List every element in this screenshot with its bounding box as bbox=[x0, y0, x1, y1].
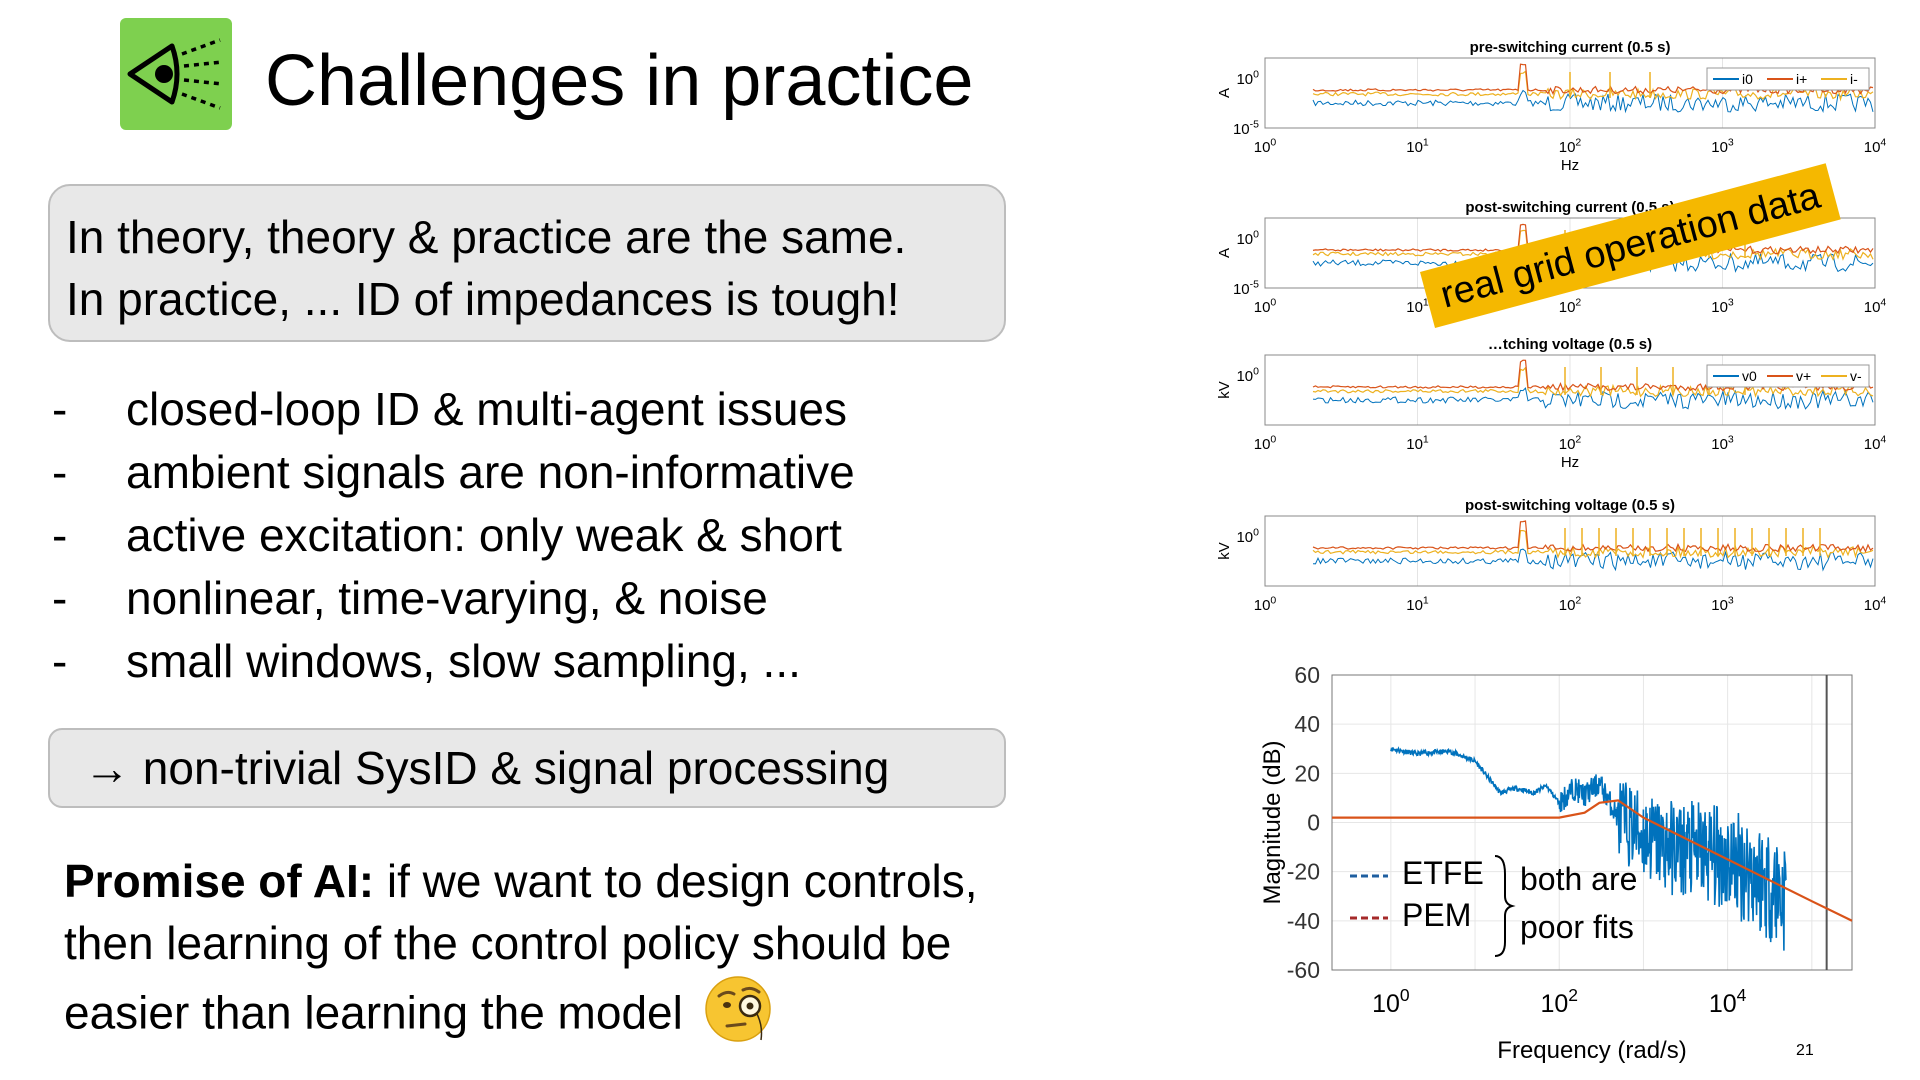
x-tick-label: 102 bbox=[1559, 433, 1582, 453]
legend-note: poor fits bbox=[1520, 909, 1634, 945]
legend-label: ETFE bbox=[1402, 855, 1484, 891]
x-tick-label: 101 bbox=[1406, 594, 1429, 614]
x-tick-label: 100 bbox=[1254, 296, 1277, 316]
x-tick-label: 104 bbox=[1864, 433, 1887, 453]
spectrum-line bbox=[1312, 520, 1874, 553]
face-with-monocle-icon bbox=[703, 974, 773, 1059]
list-item: - active excitation: only weak & short bbox=[52, 509, 842, 561]
quote-box: In theory, theory & practice are the sam… bbox=[48, 184, 1006, 342]
quote-line-1: In theory, theory & practice are the sam… bbox=[66, 211, 907, 263]
challenge-list: - closed-loop ID & multi-agent issues - am… bbox=[52, 378, 855, 693]
legend-label: v- bbox=[1850, 368, 1862, 384]
x-tick-label: 100 bbox=[1254, 433, 1277, 453]
legend-label: i- bbox=[1850, 71, 1858, 87]
x-tick-label: 104 bbox=[1864, 136, 1887, 156]
spectrum-line bbox=[1312, 359, 1874, 392]
x-tick-label: 103 bbox=[1711, 136, 1734, 156]
y-tick-label: 0 bbox=[1307, 810, 1320, 836]
x-tick-label: 104 bbox=[1864, 296, 1887, 316]
chart-frame bbox=[1331, 674, 1853, 971]
y-tick-label: 100 bbox=[1236, 68, 1259, 88]
promise-bold: Promise of AI: bbox=[64, 855, 375, 907]
magnitude-chart: 60 40 20 0 -20 -40 -60 100 102 104 Magnitude (dB) F… bbox=[1259, 662, 1853, 1064]
x-tick-label: 103 bbox=[1711, 594, 1734, 614]
panel-title: post-switching voltage (0.5 s) bbox=[1465, 497, 1675, 514]
x-tick-label: 104 bbox=[1709, 985, 1747, 1018]
spectrum-line bbox=[1312, 530, 1874, 559]
x-tick-label: 101 bbox=[1406, 433, 1429, 453]
panel-frame bbox=[1264, 57, 1876, 129]
x-tick-label: 102 bbox=[1540, 985, 1578, 1018]
x-tick-label: 104 bbox=[1864, 594, 1887, 614]
spectrum-line bbox=[1312, 70, 1874, 102]
panel-title: post-switching current (0.5 s) bbox=[1465, 199, 1674, 216]
legend-label: v0 bbox=[1742, 368, 1757, 384]
panel-xlabel: Hz bbox=[1561, 454, 1579, 471]
legend-label: i+ bbox=[1796, 71, 1807, 87]
x-axis-label: Frequency (rad/s) bbox=[1497, 1037, 1686, 1064]
list-item: - nonlinear, time-varying, & noise bbox=[52, 572, 768, 624]
spectrum-line bbox=[1312, 387, 1874, 410]
y-tick-label: 60 bbox=[1294, 662, 1320, 688]
panel-xlabel: Hz bbox=[1561, 157, 1579, 174]
eye-with-signal-icon bbox=[127, 38, 223, 110]
conclusion-text: → non-trivial SysID & signal processing bbox=[84, 742, 890, 794]
y-tick-label: 100 bbox=[1236, 365, 1259, 385]
panel-ylabel: kV bbox=[1216, 542, 1233, 560]
legend-label: PEM bbox=[1402, 897, 1471, 933]
list-item: - ambient signals are non-informative bbox=[52, 446, 855, 498]
x-tick-label: 101 bbox=[1406, 296, 1429, 316]
panel-ylabel: A bbox=[1216, 248, 1233, 258]
logo bbox=[120, 18, 232, 130]
y-tick-label: -40 bbox=[1287, 908, 1320, 934]
x-tick-label: 103 bbox=[1711, 296, 1734, 316]
y-tick-label: 10-5 bbox=[1233, 118, 1259, 138]
pem-line bbox=[1332, 799, 1853, 922]
x-tick-label: 102 bbox=[1559, 296, 1582, 316]
page-number: 21 bbox=[1796, 1042, 1814, 1059]
list-item: - closed-loop ID & multi-agent issues bbox=[52, 383, 847, 435]
spectrum-panel: pre-switching current (0.5 s)A10010-5100… bbox=[1216, 39, 1886, 174]
list-item: - small windows, slow sampling, ... bbox=[52, 635, 801, 687]
legend-label: i0 bbox=[1742, 71, 1753, 87]
y-tick-label: 20 bbox=[1294, 760, 1320, 786]
y-tick-label: 100 bbox=[1236, 228, 1259, 248]
legend-brace bbox=[1494, 855, 1516, 957]
x-tick-label: 102 bbox=[1559, 594, 1582, 614]
etfe-line bbox=[1390, 746, 1787, 951]
x-tick-label: 102 bbox=[1559, 136, 1582, 156]
quote-line-2: In practice, ... ID of impedances is tou… bbox=[66, 273, 900, 325]
panel-title: pre-switching current (0.5 s) bbox=[1470, 39, 1671, 56]
panel-title: …tching voltage (0.5 s) bbox=[1488, 336, 1652, 353]
x-tick-label: 103 bbox=[1711, 433, 1734, 453]
y-tick-label: 10-5 bbox=[1233, 278, 1259, 298]
page-title: Challenges in practice bbox=[265, 41, 974, 121]
legend-note: both are bbox=[1520, 861, 1637, 897]
spectrum-line bbox=[1312, 548, 1874, 572]
y-axis-label: Magnitude (dB) bbox=[1259, 740, 1286, 904]
x-tick-label: 100 bbox=[1372, 985, 1410, 1018]
panel-ylabel: A bbox=[1216, 88, 1233, 98]
y-tick-label: -60 bbox=[1287, 957, 1320, 983]
panel-frame bbox=[1264, 515, 1876, 587]
x-tick-label: 100 bbox=[1254, 136, 1277, 156]
panel-frame bbox=[1264, 354, 1876, 426]
panel-ylabel: kV bbox=[1216, 381, 1233, 399]
y-tick-label: 100 bbox=[1236, 526, 1259, 546]
conclusion-box: → non-trivial SysID & signal processing bbox=[48, 728, 1006, 808]
promise-paragraph: Promise of AI: if we want to design cont… bbox=[64, 850, 1084, 1059]
y-tick-label: -20 bbox=[1287, 859, 1320, 885]
spectrum-line bbox=[1312, 366, 1874, 398]
x-tick-label: 101 bbox=[1406, 136, 1429, 156]
legend-label: v+ bbox=[1796, 368, 1811, 384]
spectra-figure: pre-switching current (0.5 s)A10010-5100… bbox=[1216, 39, 1887, 614]
y-tick-label: 40 bbox=[1294, 711, 1320, 737]
spectrum-line bbox=[1312, 89, 1874, 114]
x-tick-label: 100 bbox=[1254, 594, 1277, 614]
